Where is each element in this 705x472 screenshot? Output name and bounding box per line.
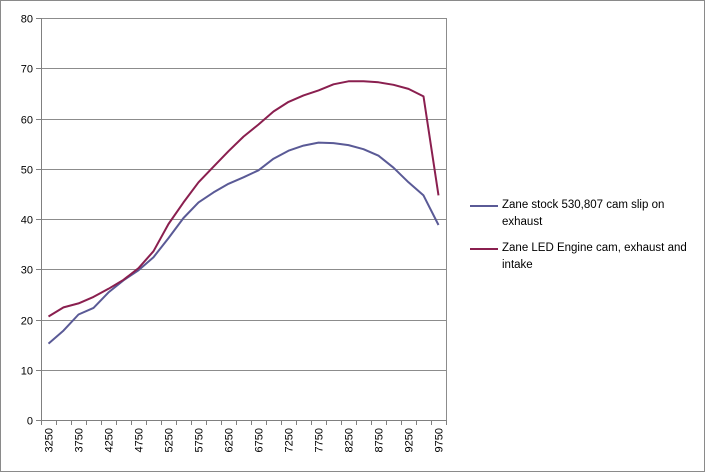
data-point [63, 306, 65, 308]
data-point [93, 307, 95, 309]
x-tick-label: 7250 [284, 428, 296, 452]
data-point [213, 191, 215, 193]
data-point [333, 83, 335, 85]
data-point [93, 296, 95, 298]
axes: 0 10 20 30 40 50 60 70 80 3250 3750 4250 4750 5250 575… [21, 14, 447, 452]
x-tick-label: 4250 [104, 428, 116, 452]
data-point [318, 142, 320, 144]
y-tick-label: 50 [21, 165, 33, 177]
gridlines [41, 18, 447, 420]
series-line-1 [47, 141, 440, 345]
data-point [378, 81, 380, 83]
data-point [258, 124, 260, 126]
legend: Zane stock 530,807 cam slip on exhaust Za… [468, 197, 700, 283]
legend-swatch [470, 205, 498, 207]
x-tick-label: 5750 [194, 428, 206, 452]
data-point [123, 279, 125, 281]
data-point [138, 267, 140, 269]
data-point [408, 181, 410, 183]
data-point [183, 201, 185, 203]
data-point [288, 150, 290, 152]
y-tick-label: 60 [21, 115, 33, 127]
data-point [78, 302, 80, 304]
y-tick-label: 30 [21, 265, 33, 277]
data-point [363, 148, 365, 150]
x-tick-label: 6750 [254, 428, 266, 452]
data-point [48, 343, 50, 345]
x-tick-label: 3750 [74, 428, 86, 452]
x-tick-label: 7750 [314, 428, 326, 452]
y-tick-label: 40 [21, 215, 33, 227]
x-tick-label: 5250 [164, 428, 176, 452]
x-tick-label: 6250 [224, 428, 236, 452]
data-point [243, 136, 245, 138]
data-point [243, 176, 245, 178]
y-tick-label: 70 [21, 64, 33, 76]
x-tick-label: 8750 [374, 428, 386, 452]
y-tick-label: 0 [27, 416, 33, 428]
data-point [423, 95, 425, 97]
data-point [258, 169, 260, 171]
x-tick-label: 8250 [344, 428, 356, 452]
data-point [228, 150, 230, 152]
data-point [438, 194, 440, 196]
x-tick-label: 9250 [404, 428, 416, 452]
data-point [333, 142, 335, 144]
data-point [183, 217, 185, 219]
legend-label: Zane LED Engine cam, exhaust and intake [502, 242, 687, 271]
legend-swatch [470, 248, 498, 250]
series-line-2 [47, 80, 440, 318]
y-tick-label: 10 [21, 366, 33, 378]
data-point [303, 145, 305, 147]
data-point [303, 94, 305, 96]
data-point [273, 111, 275, 113]
data-point [438, 224, 440, 226]
data-point [228, 183, 230, 185]
data-point [168, 223, 170, 225]
data-point [108, 291, 110, 293]
data-point [378, 155, 380, 157]
x-tick-label: 9750 [434, 428, 446, 452]
data-point [393, 84, 395, 86]
data-point [153, 250, 155, 252]
y-tick-label: 80 [21, 14, 33, 26]
data-point [348, 80, 350, 82]
data-point [108, 288, 110, 290]
x-tick-label: 4750 [134, 428, 146, 452]
series-lines [47, 80, 440, 345]
data-point [198, 201, 200, 203]
data-point [288, 101, 290, 103]
data-point [318, 89, 320, 91]
x-tick-label: 3250 [44, 428, 56, 452]
data-point [273, 158, 275, 160]
data-point [198, 181, 200, 183]
data-point [63, 330, 65, 332]
data-point [423, 194, 425, 196]
legend-label: Zane stock 530,807 cam slip on exhaust [502, 199, 665, 228]
data-point [363, 80, 365, 82]
data-point [348, 144, 350, 146]
data-point [213, 166, 215, 168]
y-tick-label: 20 [21, 316, 33, 328]
legend-entry: Zane LED Engine cam, exhaust and intake [468, 240, 700, 274]
data-point [168, 237, 170, 239]
legend-entry: Zane stock 530,807 cam slip on exhaust [468, 197, 700, 231]
data-point [78, 314, 80, 316]
data-point [153, 256, 155, 258]
data-point [393, 167, 395, 169]
data-point [408, 88, 410, 90]
data-point [48, 316, 50, 318]
